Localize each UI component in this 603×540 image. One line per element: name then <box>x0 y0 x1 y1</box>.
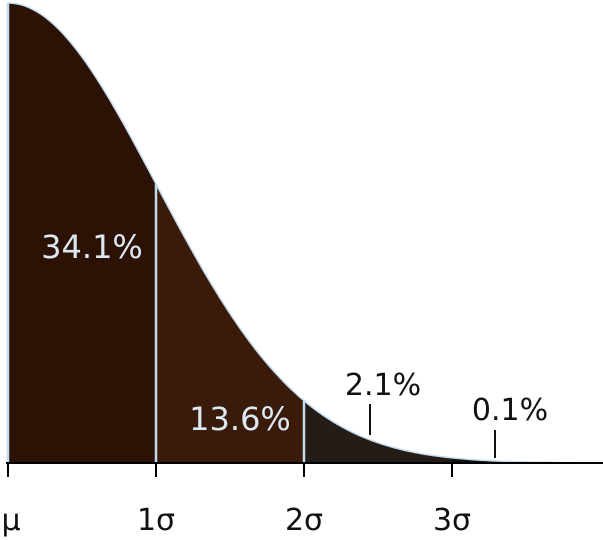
region-label-0: 34.1% <box>41 228 143 266</box>
x-tick-label-1: 1σ <box>137 503 175 538</box>
region-area-3 <box>452 457 603 463</box>
distribution-curve <box>7 2 603 464</box>
region-label-3: 0.1% <box>472 393 548 428</box>
region-label-2: 2.1% <box>345 368 421 403</box>
region-area-0 <box>8 3 156 463</box>
x-tick-label-0: μ <box>1 503 20 538</box>
x-tick-label-2: 2σ <box>285 503 323 538</box>
region-label-1: 13.6% <box>189 400 291 438</box>
x-tick-label-3: 3σ <box>433 503 471 538</box>
region-area-2 <box>304 400 452 463</box>
